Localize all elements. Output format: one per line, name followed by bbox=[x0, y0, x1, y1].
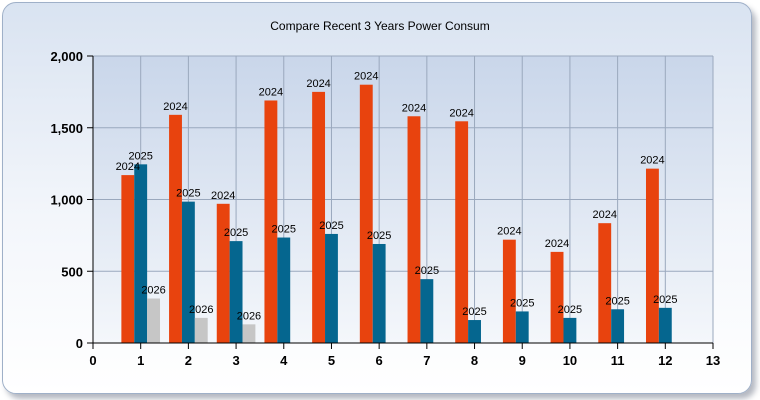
bar-2024-5 bbox=[312, 91, 326, 343]
x-tick-label: 2 bbox=[185, 353, 192, 368]
bar-2025-9 bbox=[515, 311, 529, 343]
data-label-2025-5: 2025 bbox=[319, 220, 343, 232]
bar-2025-2 bbox=[181, 201, 195, 343]
x-tick-label: 10 bbox=[563, 353, 577, 368]
data-label-2024-11: 2024 bbox=[592, 209, 616, 221]
data-label-2024-10: 2024 bbox=[545, 238, 569, 250]
data-label-2024-4: 2024 bbox=[259, 86, 283, 98]
bar-2026-2 bbox=[194, 317, 208, 343]
bar-2024-9 bbox=[502, 239, 516, 343]
x-tick-label: 12 bbox=[658, 353, 672, 368]
data-label-2024-2: 2024 bbox=[163, 101, 187, 113]
x-tick-label: 6 bbox=[376, 353, 383, 368]
data-label-2026-2: 2026 bbox=[189, 304, 213, 316]
data-labels: 2024 2024 2024 2024 2024 2024 2024 2024 2024 2024… bbox=[116, 71, 678, 323]
data-label-2024-12: 2024 bbox=[640, 155, 664, 167]
data-label-2025-8: 2025 bbox=[462, 306, 486, 318]
y-tick-label: 1,500 bbox=[50, 121, 83, 136]
bar-2024-8 bbox=[455, 121, 469, 343]
x-tick-label: 5 bbox=[328, 353, 335, 368]
bars bbox=[121, 84, 672, 344]
bar-2025-6 bbox=[372, 243, 386, 343]
bar-2026-3 bbox=[242, 324, 256, 343]
data-label-2025-2: 2025 bbox=[176, 188, 200, 200]
bar-2025-12 bbox=[658, 307, 672, 343]
data-label-2025-7: 2025 bbox=[415, 265, 439, 277]
data-label-2024-3: 2024 bbox=[211, 190, 235, 202]
bar-2025-4 bbox=[277, 237, 291, 343]
data-label-2024-1: 2024 bbox=[116, 161, 140, 173]
bar-2024-6 bbox=[359, 84, 373, 343]
bar-2025-7 bbox=[420, 279, 434, 343]
bar-2025-3 bbox=[229, 241, 243, 343]
bar-2025-1 bbox=[134, 164, 148, 343]
x-tick-label: 9 bbox=[519, 353, 526, 368]
bar-2024-12 bbox=[645, 168, 659, 343]
x-tick-label: 0 bbox=[89, 353, 96, 368]
y-tick-label: 500 bbox=[61, 264, 83, 279]
data-label-2026-1: 2026 bbox=[141, 285, 165, 297]
bar-2024-1 bbox=[121, 175, 135, 343]
x-tick-label: 4 bbox=[280, 353, 288, 368]
x-tick-label: 8 bbox=[471, 353, 478, 368]
bar-2025-5 bbox=[325, 233, 338, 343]
bar-2024-7 bbox=[407, 116, 421, 344]
chart-title: Compare Recent 3 Years Power Consum bbox=[270, 19, 489, 33]
data-label-2024-6: 2024 bbox=[354, 71, 378, 83]
x-tick-label: 11 bbox=[611, 353, 625, 368]
x-tick-label: 13 bbox=[706, 353, 720, 368]
data-label-2025-9: 2025 bbox=[510, 297, 534, 309]
y-tick-label: 0 bbox=[76, 336, 83, 351]
data-label-2025-6: 2025 bbox=[367, 230, 391, 242]
data-label-2025-1: 2025 bbox=[128, 150, 152, 162]
data-label-2025-4: 2025 bbox=[272, 224, 296, 236]
data-label-2026-3: 2026 bbox=[237, 310, 261, 322]
data-label-2025-3: 2025 bbox=[224, 227, 248, 239]
data-label-2024-5: 2024 bbox=[306, 78, 330, 90]
data-label-2024-9: 2024 bbox=[497, 226, 521, 238]
bar-2024-2 bbox=[169, 114, 182, 344]
data-label-2025-11: 2025 bbox=[605, 295, 629, 307]
bar-2024-10 bbox=[550, 251, 564, 343]
y-tick-label: 1,000 bbox=[50, 193, 83, 208]
data-label-2024-7: 2024 bbox=[402, 102, 426, 114]
bar-2024-3 bbox=[216, 203, 230, 343]
x-tick-label: 3 bbox=[232, 353, 239, 368]
x-tick-label: 1 bbox=[137, 353, 144, 368]
bar-2025-10 bbox=[563, 317, 577, 343]
data-label-2025-12: 2025 bbox=[653, 294, 677, 306]
y-tick-label: 2,000 bbox=[50, 49, 83, 64]
data-label-2024-8: 2024 bbox=[449, 107, 473, 119]
bar-2024-11 bbox=[598, 223, 612, 343]
bar-2025-8 bbox=[468, 320, 481, 343]
bar-2026-1 bbox=[147, 298, 161, 343]
x-tick-label: 7 bbox=[423, 353, 430, 368]
bar-2025-11 bbox=[611, 309, 625, 343]
bar-2024-4 bbox=[264, 100, 278, 343]
data-label-2025-10: 2025 bbox=[558, 304, 582, 316]
